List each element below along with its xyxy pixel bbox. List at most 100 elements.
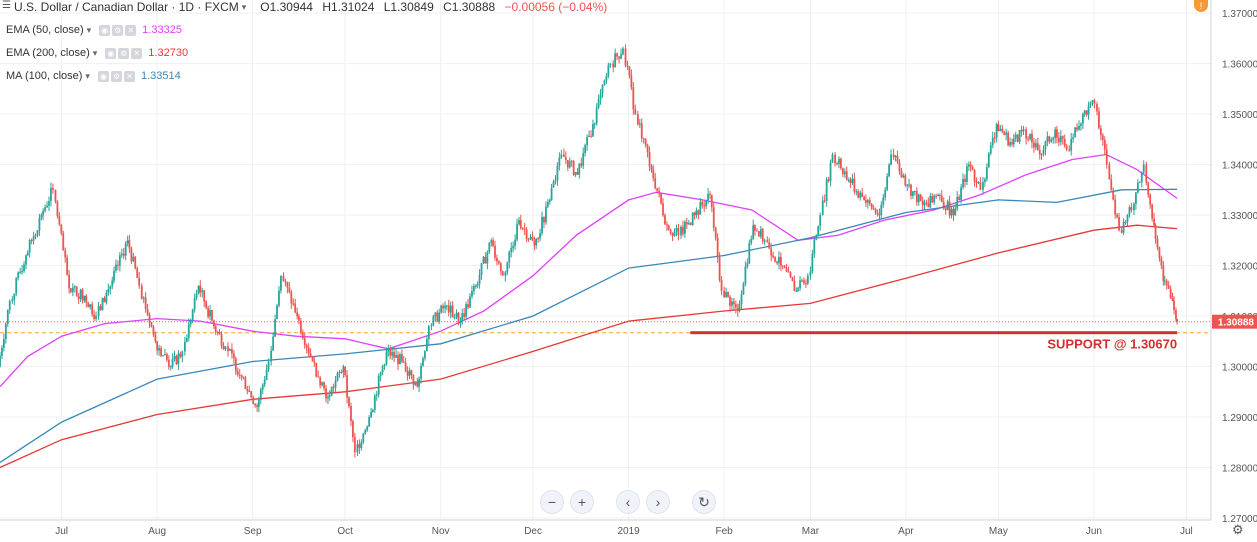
candle-body <box>919 194 922 201</box>
candle-body <box>793 280 796 292</box>
time-axis[interactable]: Jul Aug Sep Oct Nov Dec 2019 Feb Mar Apr May Jun Jul <box>55 526 1193 537</box>
candle-body <box>140 285 143 299</box>
indicator-label[interactable]: MA (100, close) <box>6 70 83 82</box>
scroll-left-button[interactable]: ‹ <box>616 490 640 514</box>
candle-body <box>0 355 1 367</box>
candle-body <box>766 240 769 243</box>
candle-body <box>1046 136 1049 142</box>
candle-body <box>227 346 229 351</box>
candle-body <box>755 230 758 232</box>
candle-body <box>1112 190 1115 200</box>
chevron-down-icon[interactable]: ▾ <box>85 71 90 81</box>
gear-icon[interactable]: ⚙ <box>118 48 130 59</box>
time-tick-label: Dec <box>524 526 542 537</box>
indicator-label[interactable]: EMA (50, close) <box>6 24 84 36</box>
close-icon[interactable]: ✕ <box>131 48 143 59</box>
candle-body <box>1029 133 1031 140</box>
indicator-row-ema200[interactable]: EMA (200, close) ▾ ◉ ⚙ ✕ 1.32730 <box>0 42 607 65</box>
eye-icon[interactable]: ◉ <box>105 48 117 59</box>
candle-body <box>1099 128 1102 136</box>
candle-body <box>652 169 655 179</box>
menu-icon[interactable]: ☰ <box>2 0 11 11</box>
reset-chart-button[interactable]: ↻ <box>692 490 716 514</box>
candle-body <box>373 395 376 410</box>
candle-body <box>521 228 524 230</box>
candle-body <box>527 238 530 240</box>
price-axis[interactable]: 1.37000 1.36000 1.35000 1.34000 1.33000 1.320… <box>1222 9 1257 525</box>
close-icon[interactable]: ✕ <box>125 25 137 36</box>
candle-body <box>685 222 688 225</box>
zoom-in-button[interactable]: + <box>570 490 594 514</box>
candle-body <box>566 160 569 168</box>
chart-legend: U.S. Dollar / Canadian Dollar · 1D · FXC… <box>0 0 607 88</box>
candle-body <box>821 200 824 216</box>
candle-body <box>892 154 895 158</box>
time-tick-label: Feb <box>716 526 734 537</box>
candle-body <box>444 305 446 309</box>
indicator-row-ma100[interactable]: MA (100, close) ▾ ◉ ⚙ ✕ 1.33514 <box>0 65 607 88</box>
candle-body <box>531 237 534 241</box>
candle-body <box>578 163 581 175</box>
candle-body <box>1025 129 1028 139</box>
candle-body <box>768 242 771 249</box>
candle-body <box>572 161 575 176</box>
candle-body <box>772 255 775 258</box>
candle-body <box>1074 127 1077 138</box>
candle-body <box>280 275 282 291</box>
alert-badge[interactable]: ! <box>1194 0 1208 12</box>
candle-body <box>358 444 361 449</box>
scroll-right-button[interactable]: › <box>646 490 670 514</box>
candle-body <box>115 264 117 271</box>
gear-icon[interactable]: ⚙ <box>112 25 124 36</box>
candle-body <box>736 307 739 311</box>
candle-body <box>432 316 435 326</box>
candle-body <box>124 243 127 256</box>
indicator-row-ema50[interactable]: EMA (50, close) ▾ ◉ ⚙ ✕ 1.33325 <box>0 19 607 42</box>
candle-body <box>321 382 324 386</box>
ohlc-values: O1.30944 H1.31024 L1.30849 C1.30888 −0.0… <box>254 0 607 15</box>
candle-body <box>656 188 659 191</box>
zoom-out-button[interactable]: − <box>540 490 564 514</box>
chevron-down-icon[interactable]: ▾ <box>241 2 247 12</box>
candle-body <box>248 391 251 393</box>
candle-body <box>393 351 396 358</box>
candle-body <box>497 261 500 264</box>
time-tick-label: Apr <box>898 526 914 537</box>
candle-body <box>15 277 18 294</box>
time-tick-label: Jul <box>1180 526 1193 537</box>
candle-body <box>732 301 735 304</box>
chevron-down-icon[interactable]: ▾ <box>86 25 92 35</box>
candle-body <box>117 264 119 266</box>
candle-body <box>51 188 54 190</box>
candle-body <box>537 238 540 240</box>
candle-body <box>463 313 466 317</box>
candle-body <box>823 200 826 202</box>
gear-icon[interactable]: ⚙ <box>110 71 122 82</box>
candle-body <box>634 109 637 115</box>
chevron-down-icon[interactable]: ▾ <box>92 48 98 58</box>
candle-body <box>982 182 984 190</box>
candle-body <box>1140 172 1143 183</box>
gear-icon[interactable]: ⚙ <box>1232 522 1244 537</box>
candle-body <box>603 80 606 85</box>
candle-body <box>836 163 838 165</box>
candle-body <box>646 145 649 153</box>
candle-body <box>904 175 907 186</box>
candle-body <box>156 341 159 351</box>
indicator-label[interactable]: EMA (200, close) <box>6 47 90 59</box>
eye-icon[interactable]: ◉ <box>97 71 109 82</box>
candle-body <box>759 229 762 237</box>
symbol-title[interactable]: U.S. Dollar / Canadian Dollar · 1D · FXC… <box>14 0 239 14</box>
candle-body <box>626 65 629 67</box>
eye-icon[interactable]: ◉ <box>99 25 111 36</box>
candle-body <box>46 205 48 208</box>
close-icon[interactable]: ✕ <box>123 71 135 82</box>
candle-body <box>473 286 475 292</box>
candle-body <box>205 301 208 308</box>
candle-body <box>563 154 565 157</box>
support-label: SUPPORT @ 1.30670 <box>1047 337 1177 352</box>
candle-body <box>997 124 1000 132</box>
candle-body <box>69 288 72 293</box>
